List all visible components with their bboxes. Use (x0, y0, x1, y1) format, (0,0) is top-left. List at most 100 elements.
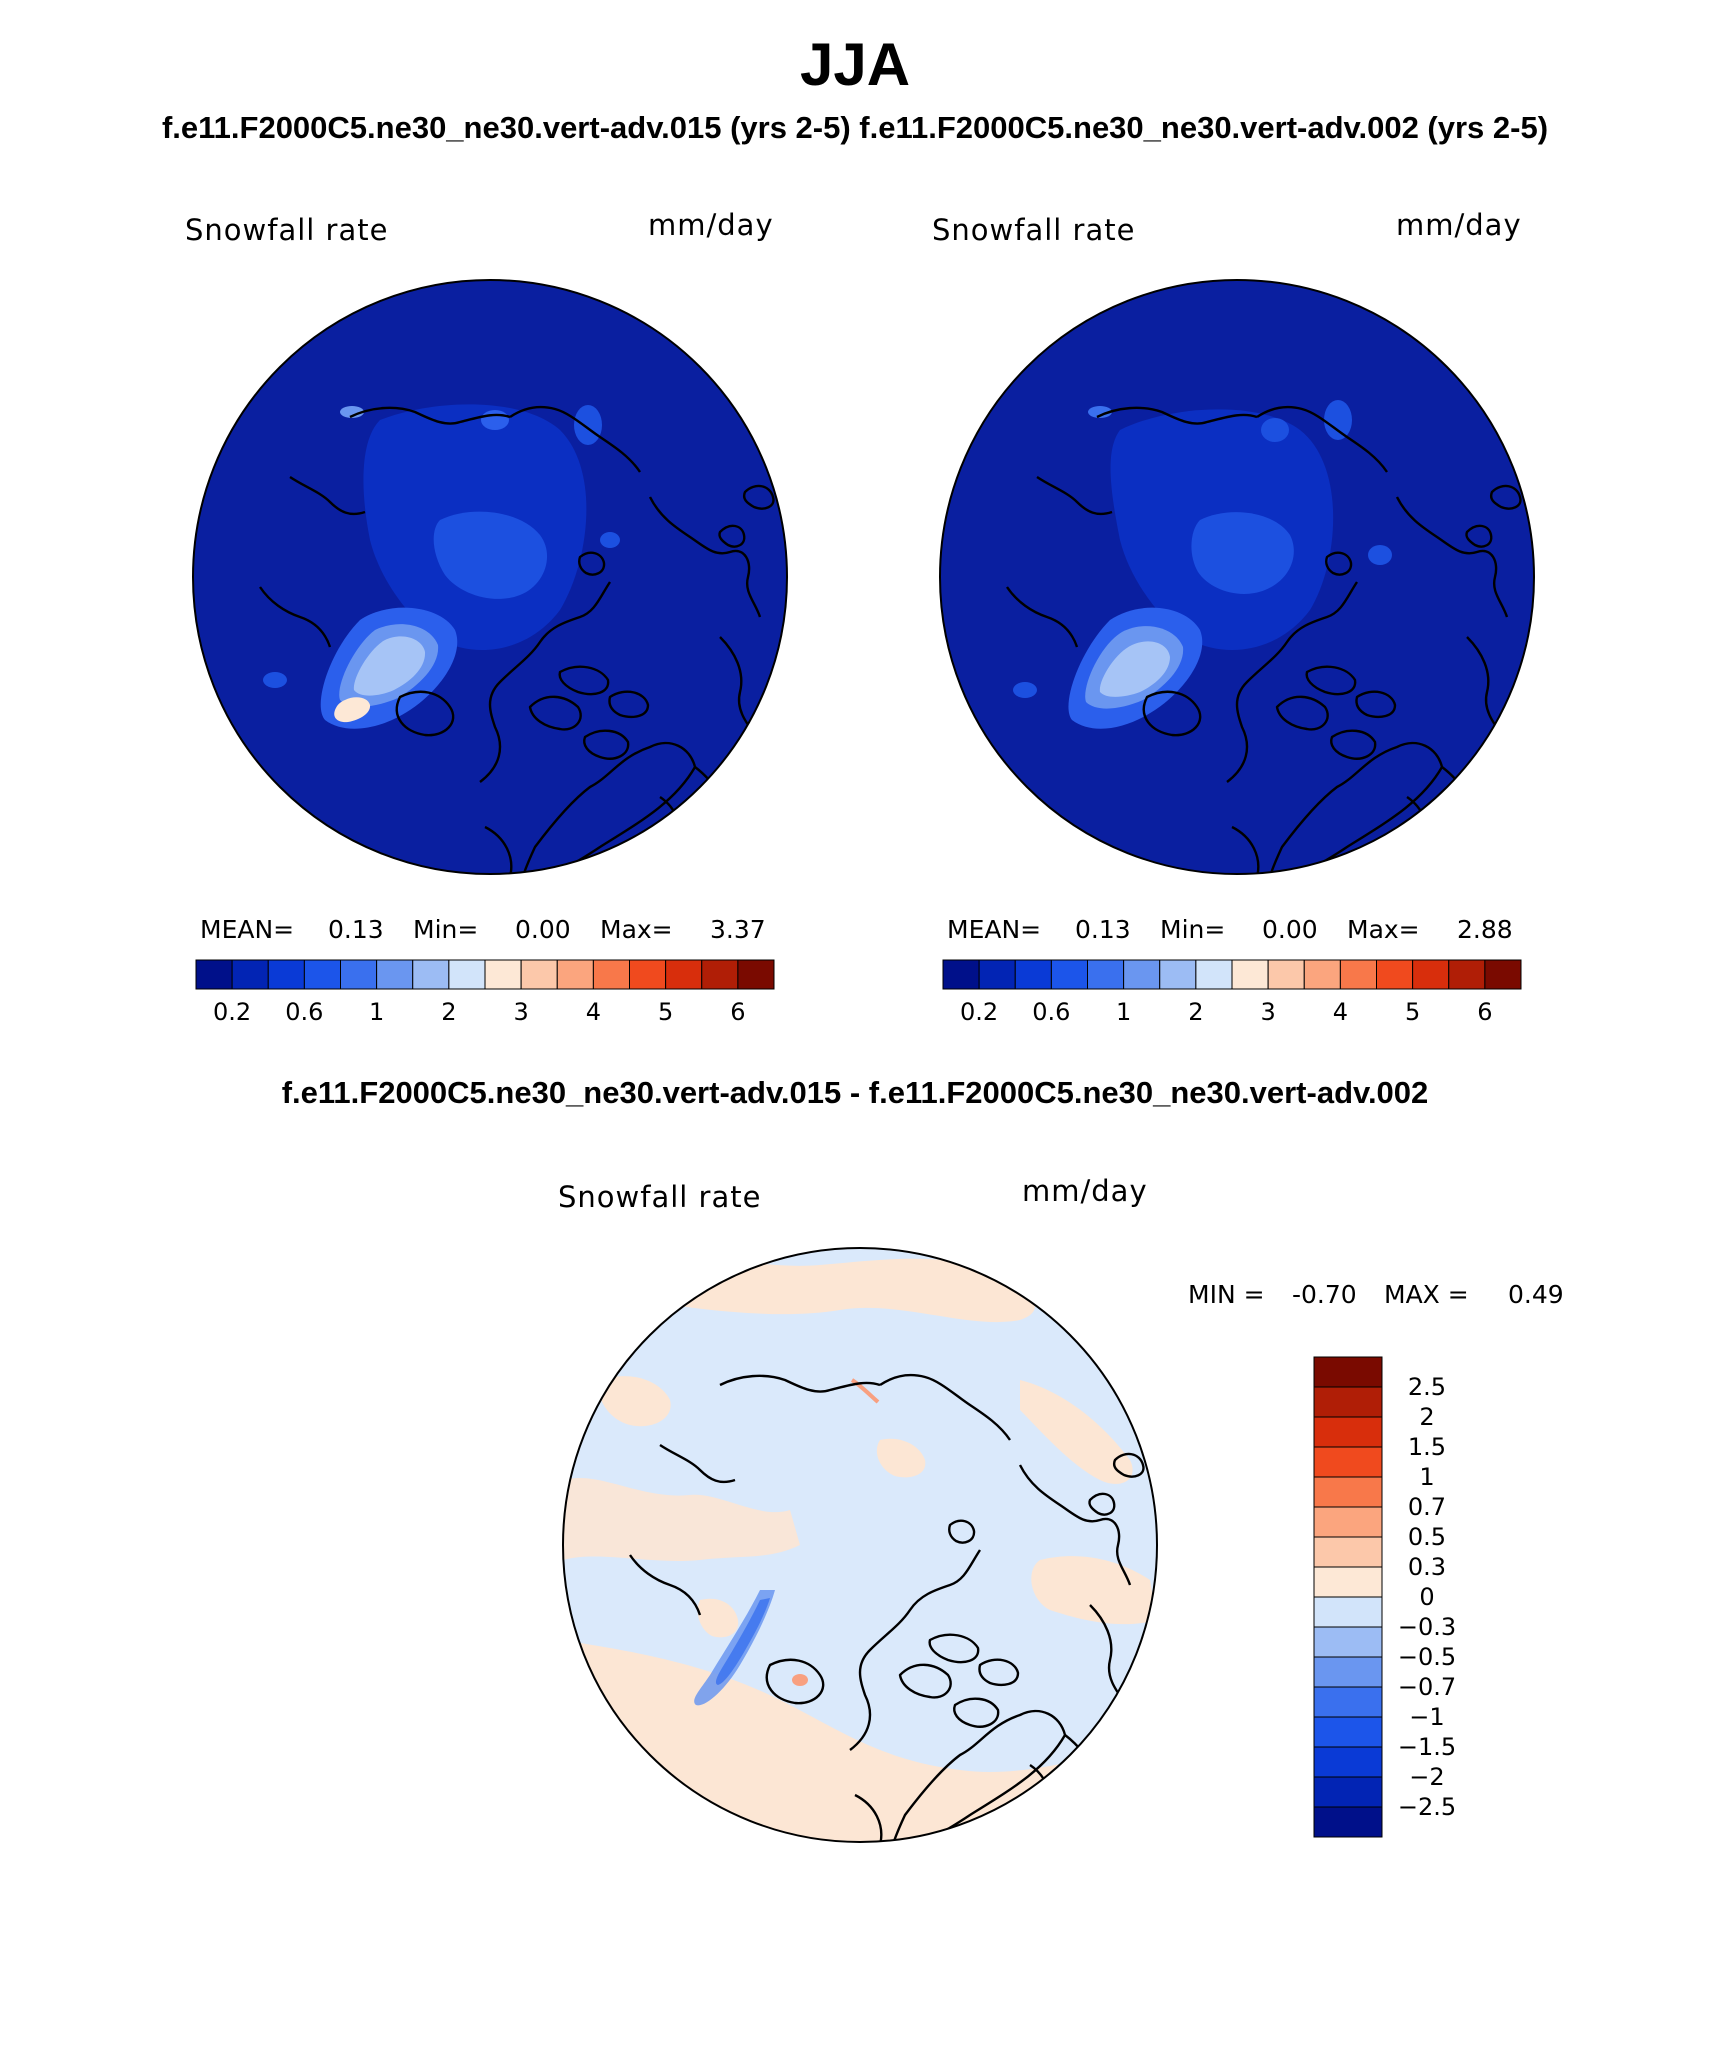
panel-1-min-label: Min= (413, 915, 479, 944)
diff-colorbar-swatch-10 (1313, 1656, 1383, 1688)
panel-1-colorbar-swatch-12 (629, 959, 667, 990)
panel-2-colorbar-tick-label: 3 (1260, 998, 1275, 1026)
diff-colorbar-tick-label: 1.5 (1408, 1433, 1446, 1461)
panel-1-colorbar-tick-label: 4 (586, 998, 601, 1026)
panel-1-mean-value: 0.13 (328, 915, 384, 944)
panel-2-colorbar-tick-label: 1 (1116, 998, 1131, 1026)
diff-colorbar-tick-label: 0.3 (1408, 1553, 1446, 1581)
panel-1-map (193, 280, 787, 874)
panel-2-colorbar-tick-label: 6 (1477, 998, 1492, 1026)
panel-2-colorbar-swatch-14 (1448, 959, 1486, 990)
panel-2-colorbar-swatch-8 (1231, 959, 1269, 990)
panel-2-colorbar-tick-label: 0.2 (960, 998, 998, 1026)
panel-1-colorbar-tick-label: 5 (658, 998, 673, 1026)
diff-colorbar-tick-label: 1 (1419, 1463, 1434, 1491)
panel-2-colorbar-swatch-15 (1484, 959, 1522, 990)
panel-1-colorbar-swatch-7 (448, 959, 486, 990)
panel-2-units-label: mm/day (1396, 208, 1522, 242)
panel-2-min-label: Min= (1160, 915, 1226, 944)
panel-2-colorbar-swatch-1 (978, 959, 1016, 990)
panel-1-colorbar-tick-label: 0.6 (285, 998, 323, 1026)
diff-colorbar-tick-label: −1.5 (1398, 1733, 1456, 1761)
panel-1-colorbar-swatch-5 (376, 959, 414, 990)
panel-1-colorbar: 0.2 0.6 1 2 3 4 5 6 (195, 959, 775, 1026)
panel-2-colorbar-tick-label: 5 (1405, 998, 1420, 1026)
diff-colorbar-tick-label: −1 (1409, 1703, 1444, 1731)
panel-2-colorbar-swatch-7 (1195, 959, 1233, 990)
diff-colorbar-swatch-5 (1313, 1506, 1383, 1538)
panel-2-colorbar-tick-label: 0.6 (1032, 998, 1070, 1026)
panel-2-variable-label: Snowfall rate (932, 213, 1136, 247)
diff-map-border (562, 1247, 1158, 1843)
panel-2-max-value: 2.88 (1457, 915, 1513, 944)
panel-1-colorbar-tick-label: 6 (730, 998, 745, 1026)
panel-2-colorbar-swatch-13 (1412, 959, 1450, 990)
panel-1-max-label: Max= (600, 915, 673, 944)
panel-2-colorbar-swatch-9 (1267, 959, 1305, 990)
case-titles: f.e11.F2000C5.ne30_ne30.vert-adv.015 (yr… (161, 110, 1549, 145)
diff-colorbar-swatch-3 (1313, 1446, 1383, 1478)
diff-colorbar-swatch-15 (1313, 1806, 1383, 1838)
diff-map (563, 1248, 1157, 1842)
diff-colorbar-tick-label: −2 (1409, 1763, 1444, 1791)
diff-colorbar-tick-label: 0.5 (1408, 1523, 1446, 1551)
panel-1-colorbar-tick-label: 2 (441, 998, 456, 1026)
panel-1-variable-label: Snowfall rate (185, 213, 389, 247)
panel-2-map (940, 280, 1534, 874)
panel-2-colorbar-swatch-6 (1159, 959, 1197, 990)
diff-colorbar-tick-label: −2.5 (1398, 1793, 1456, 1821)
diff-colorbar: 2.521.510.70.50.30−0.3−0.5−0.7−1−1.5−2−2… (1313, 1356, 1456, 1838)
panel-1-colorbar-swatch-11 (592, 959, 630, 990)
panel-2-colorbar-tick-label: 2 (1188, 998, 1203, 1026)
panel-2-max-label: Max= (1347, 915, 1420, 944)
diff-colorbar-swatch-1 (1313, 1386, 1383, 1418)
diff-units-label: mm/day (1022, 1174, 1148, 1208)
diff-colorbar-swatch-11 (1313, 1686, 1383, 1718)
diff-colorbar-tick-label: 0.7 (1408, 1493, 1446, 1521)
diff-colorbar-swatch-7 (1313, 1566, 1383, 1598)
panel-2-colorbar-swatch-0 (942, 959, 980, 990)
panel-1-colorbar-swatch-10 (556, 959, 594, 990)
panel-2-mean-value: 0.13 (1075, 915, 1131, 944)
diff-colorbar-swatch-0 (1313, 1356, 1383, 1388)
panel-2-colorbar-tick-label: 4 (1333, 998, 1348, 1026)
panel-1-colorbar-swatch-2 (267, 959, 305, 990)
panel-2-min-value: 0.00 (1262, 915, 1318, 944)
panel-1-map-border (192, 279, 788, 875)
difference-title: f.e11.F2000C5.ne30_ne30.vert-adv.015 - f… (281, 1075, 1429, 1110)
panel-1-min-value: 0.00 (515, 915, 571, 944)
diff-colorbar-swatch-6 (1313, 1536, 1383, 1568)
diff-min-value: -0.70 (1292, 1280, 1357, 1309)
panel-1-units-label: mm/day (648, 208, 774, 242)
panel-1-colorbar-swatch-3 (303, 959, 341, 990)
panel-1-colorbar-swatch-1 (231, 959, 269, 990)
panel-1-mean-label: MEAN= (200, 915, 295, 944)
diff-colorbar-swatch-12 (1313, 1716, 1383, 1748)
diff-colorbar-tick-label: −0.5 (1398, 1643, 1456, 1671)
panel-1-colorbar-swatch-6 (412, 959, 450, 990)
diff-colorbar-tick-label: 0 (1419, 1583, 1434, 1611)
main-title: JJA (799, 31, 911, 98)
panel-1-max-value: 3.37 (710, 915, 766, 944)
panel-1-colorbar-swatch-15 (737, 959, 775, 990)
panel-1-colorbar-tick-label: 1 (369, 998, 384, 1026)
panel-2-colorbar-swatch-11 (1339, 959, 1377, 990)
diff-colorbar-tick-label: −0.3 (1398, 1613, 1456, 1641)
panel-2-colorbar-swatch-3 (1050, 959, 1088, 990)
panel-2-map-border (939, 279, 1535, 875)
diff-colorbar-swatch-13 (1313, 1746, 1383, 1778)
panel-2-mean-label: MEAN= (947, 915, 1042, 944)
diff-colorbar-tick-label: 2.5 (1408, 1373, 1446, 1401)
panel-1-colorbar-swatch-9 (520, 959, 558, 990)
diff-colorbar-swatch-8 (1313, 1596, 1383, 1628)
panel-1-colorbar-swatch-4 (340, 959, 378, 990)
panel-1-colorbar-tick-label: 3 (513, 998, 528, 1026)
panel-1-colorbar-swatch-13 (665, 959, 703, 990)
panel-2-colorbar: 0.2 0.6 1 2 3 4 5 6 (942, 959, 1522, 1026)
diff-colorbar-tick-label: 2 (1419, 1403, 1434, 1431)
diff-variable-label: Snowfall rate (558, 1180, 762, 1214)
diff-colorbar-tick-label: −0.7 (1398, 1673, 1456, 1701)
panel-2-colorbar-swatch-5 (1123, 959, 1161, 990)
panel-1-colorbar-swatch-8 (484, 959, 522, 990)
